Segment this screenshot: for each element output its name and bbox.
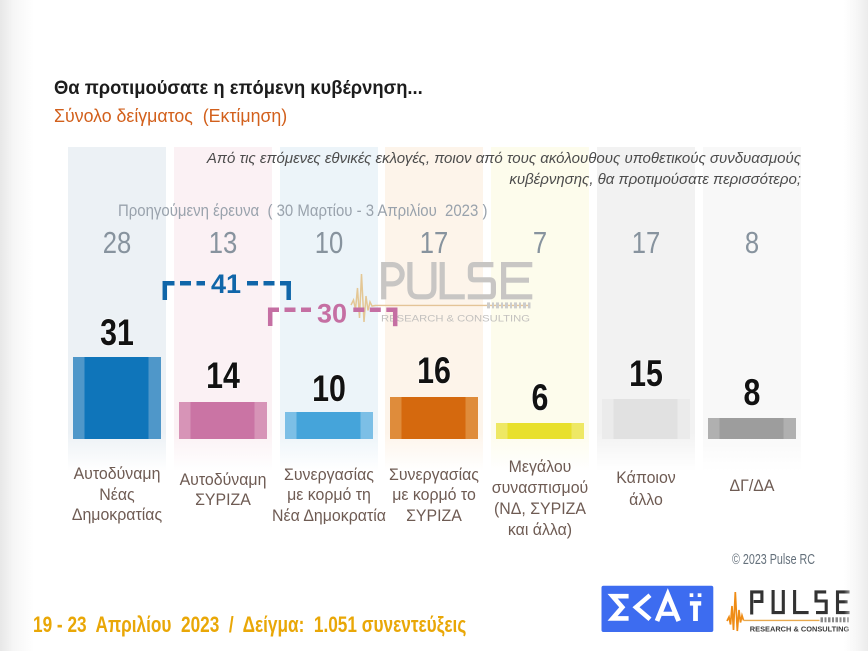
svg-text:RESEARCH & CONSULTING: RESEARCH & CONSULTING	[750, 624, 850, 633]
svg-text:RESEARCH & CONSULTING: RESEARCH & CONSULTING	[381, 314, 530, 325]
svg-text:41: 41	[211, 269, 241, 299]
svg-text:30: 30	[317, 299, 347, 329]
